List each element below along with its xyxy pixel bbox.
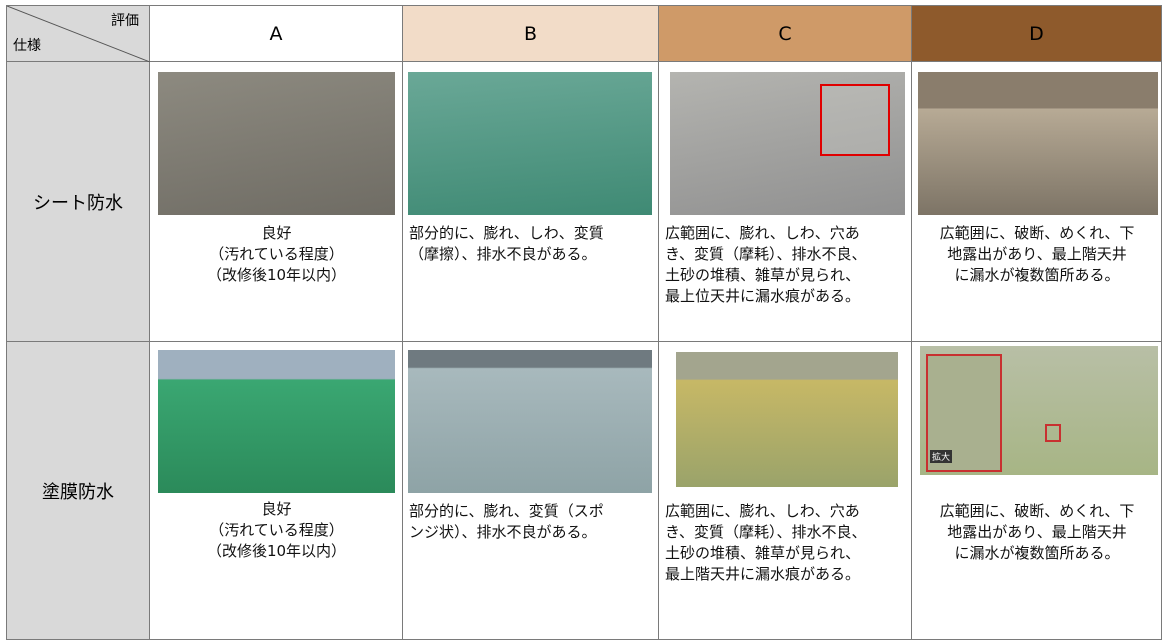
cell-text: 部分的に、膨れ、変質（スポ ンジ状）、排水不良がある。 [409,501,659,543]
zoom-label: 拡大 [930,450,953,463]
photo: 拡大 [920,346,1158,475]
cell [912,62,1162,342]
column-header: D [912,5,1162,62]
photo [158,350,395,493]
text-line: 広範囲に、破断、めくれ、下 [939,224,1135,242]
corner-col-label: 評価 [111,13,139,29]
text-line: 部分的に、膨れ、しわ、変質 [409,224,604,242]
text-line: 土砂の堆積、雑草が見られ、 [665,266,861,284]
cell-text: 広範囲に、破断、めくれ、下 地露出があり、最上階天井 に漏水が複数箇所ある。 [912,501,1162,564]
text-line: き、変質（摩耗）、排水不良、 [665,523,867,541]
zoom-target [1045,424,1061,442]
text-line: （汚れている程度） [209,245,344,263]
text-line: 地露出があり、最上階天井 [947,523,1127,541]
text-line: 良好 [261,224,292,242]
diagonal [7,6,150,62]
text-line: （摩擦）、排水不良がある。 [409,245,597,263]
text-line: （改修後10年以内） [206,266,347,284]
text-line: 広範囲に、膨れ、しわ、穴あ [665,224,860,242]
cell-text: 部分的に、膨れ、しわ、変質 （摩擦）、排水不良がある。 [409,223,659,265]
photo [158,72,395,215]
text-line: に漏水が複数箇所ある。 [954,544,1120,562]
zoom-box [926,354,1002,472]
photo [670,72,905,215]
text-line: 最上位天井に漏水痕がある。 [665,287,861,305]
text-line: （汚れている程度） [209,521,344,539]
cell [403,62,659,342]
text-line: き、変質（摩耗）、排水不良、 [665,245,867,263]
text-line: ンジ状）、排水不良がある。 [409,523,597,541]
row-label: 塗膜防水 [6,342,150,640]
corner-cell: 評価 仕様 [6,5,150,62]
cell-text: 良好 （汚れている程度） （改修後10年以内） [150,223,403,286]
text-line: に漏水が複数箇所ある。 [954,266,1120,284]
photo [676,352,898,487]
text-line: 良好 [261,500,292,518]
text-line: 広範囲に、破断、めくれ、下 [939,502,1135,520]
cell-text: 広範囲に、膨れ、しわ、穴あ き、変質（摩耗）、排水不良、 土砂の堆積、雑草が見られ、… [665,501,912,585]
cell-text: 広範囲に、破断、めくれ、下 地露出があり、最上階天井 に漏水が複数箇所ある。 [912,223,1162,286]
photo [408,72,652,215]
text-line: 最上階天井に漏水痕がある。 [665,565,861,583]
photo [918,72,1158,215]
text-line: 地露出があり、最上階天井 [947,245,1127,263]
corner-row-label: 仕様 [13,38,41,54]
row-label: シート防水 [6,62,150,342]
cell [659,62,912,342]
cell [150,62,403,342]
column-header: A [150,5,403,62]
highlight-box [820,84,890,156]
photo [408,350,652,493]
text-line: 土砂の堆積、雑草が見られ、 [665,544,861,562]
cell-text: 良好 （汚れている程度） （改修後10年以内） [150,499,403,562]
page: 評価 仕様 A B C D シート防水良好 （汚れている程度） （改修後10年以内） 部分的に… [6,5,1162,640]
column-header: B [403,5,659,62]
column-header: C [659,5,912,62]
text-line: （改修後10年以内） [206,542,347,560]
text-line: 部分的に、膨れ、変質（スポ [409,502,604,520]
cell-text: 広範囲に、膨れ、しわ、穴あ き、変質（摩耗）、排水不良、 土砂の堆積、雑草が見られ、… [665,223,912,307]
text-line: 広範囲に、膨れ、しわ、穴あ [665,502,860,520]
